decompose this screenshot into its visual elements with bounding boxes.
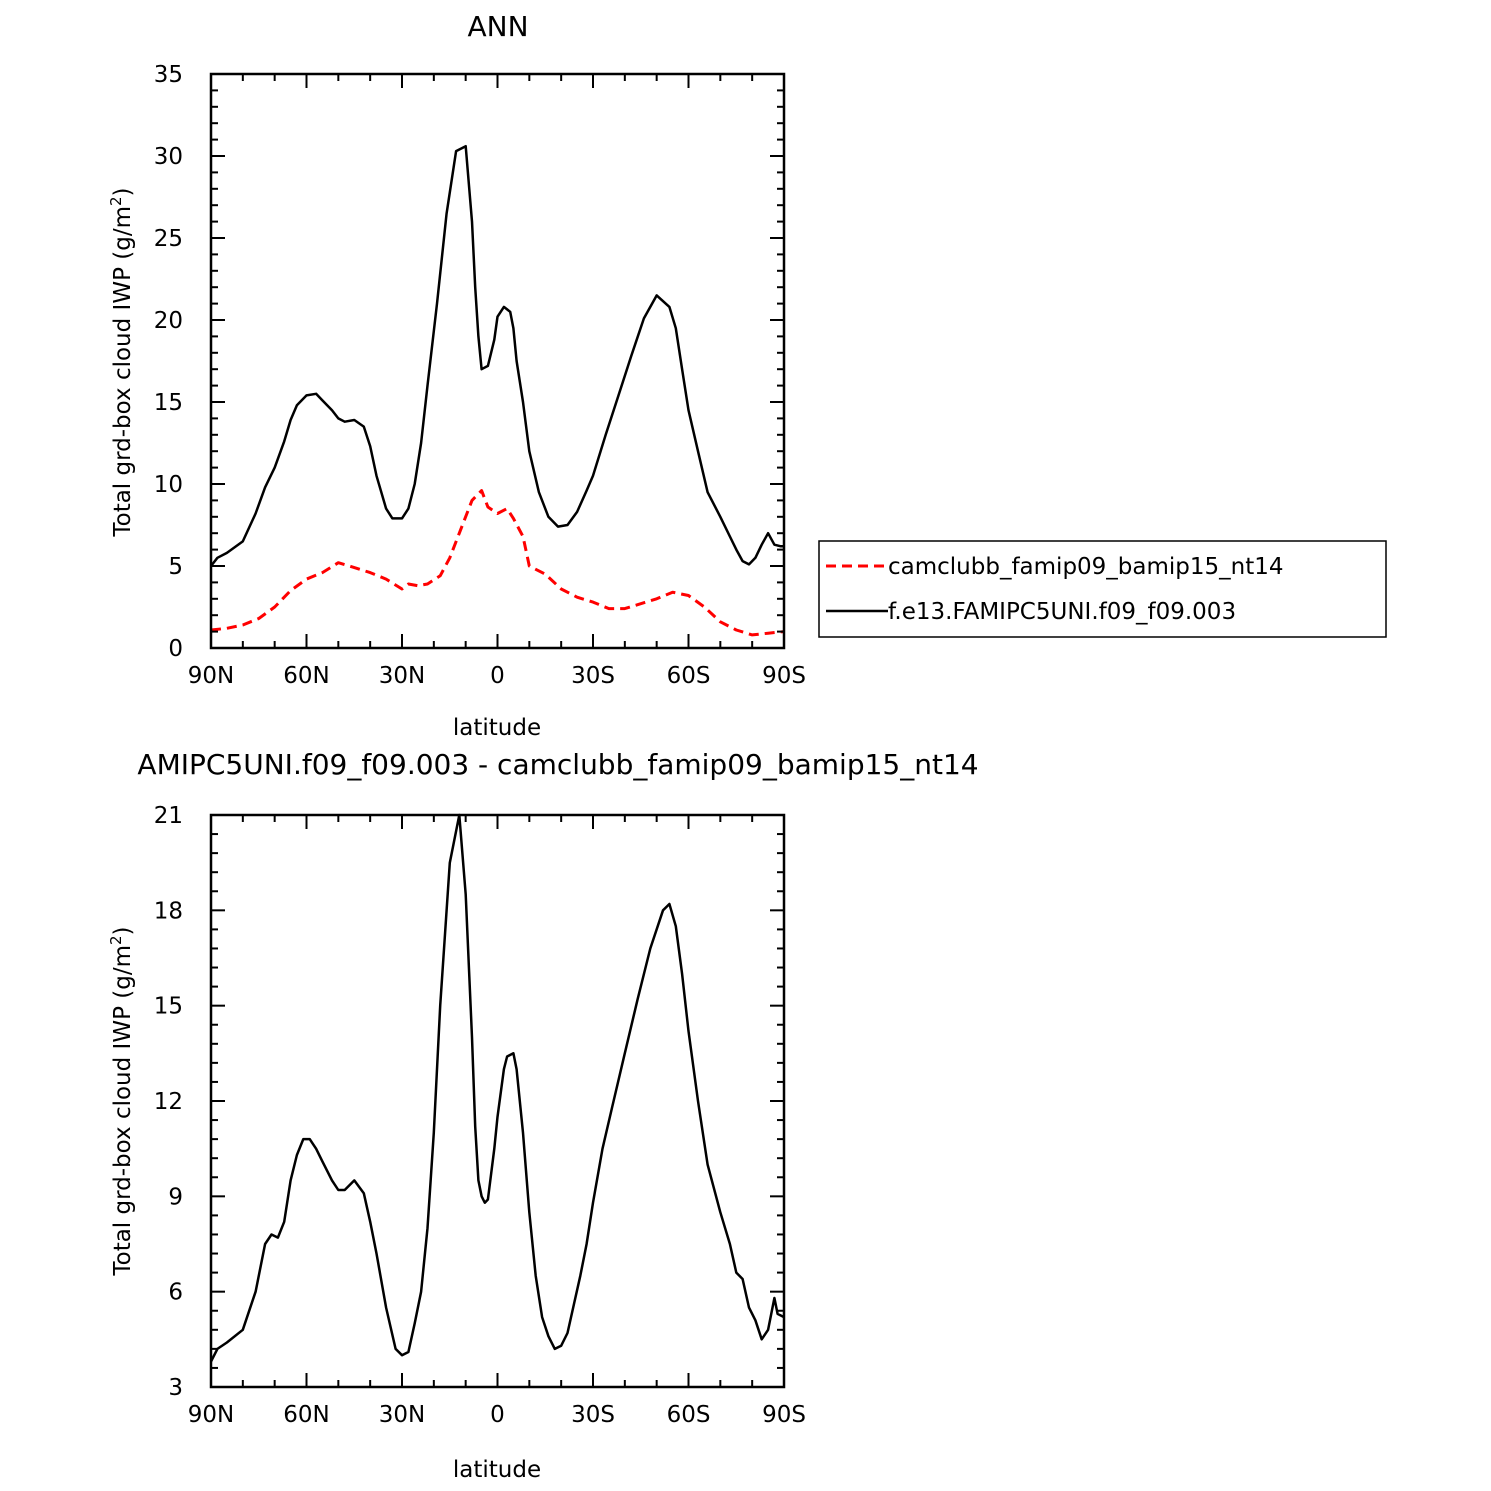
bottom-ytick-label: 21 [154,803,183,829]
top-series-0 [210,489,785,637]
bottom-panel-title: AMIPC5UNI.f09_f09.003 - camclubb_famip09… [137,748,978,781]
bottom-ytick-label: 6 [168,1280,183,1306]
bottom-ytick-label: 3 [168,1375,183,1401]
bottom-ytick-label: 18 [154,898,183,924]
top-panel: ANN 90N 60N 30N 0 30S 60S 90S 0 5 10 15 20 25 30 35 la… [107,10,1387,741]
legend-label-camclubb: camclubb_famip09_bamip15_nt14 [888,554,1284,580]
legend-box [818,540,1387,638]
top-panel-title: ANN [467,10,528,43]
bottom-panel: AMIPC5UNI.f09_f09.003 - camclubb_famip09… [107,748,979,1483]
top-ytick-label: 30 [154,144,183,170]
top-y-axis-label: Total grd-box cloud IWP (g/m2) [107,187,136,537]
top-xtick-label: 60S [667,663,711,689]
bottom-xtick-label: 30N [379,1402,425,1428]
bottom-xtick-label: 30S [571,1402,615,1428]
top-xtick-label: 90S [762,663,806,689]
top-xtick-label: 0 [490,663,505,689]
bottom-ytick-label: 15 [154,994,183,1020]
top-xtick-label: 30N [379,663,425,689]
legend-label-fe13: f.e13.FAMIPC5UNI.f09_f09.003 [888,599,1236,625]
bottom-ytick-label: 9 [168,1184,183,1210]
top-ytick-label: 10 [154,472,183,498]
top-ytick-label: 15 [154,390,183,416]
bottom-plot-area: 90N 60N 30N 0 30S 60S 90S 3 6 9 12 15 18 21 [154,803,806,1428]
top-ytick-label: 5 [168,554,183,580]
top-xtick-label: 30S [571,663,615,689]
top-plot-area: 90N 60N 30N 0 30S 60S 90S 0 5 10 15 20 25 30 35 [154,62,806,689]
bottom-y-axis-label: Total grd-box cloud IWP (g/m2) [107,926,136,1276]
top-xtick-label: 90N [188,663,234,689]
bottom-xtick-label: 60N [283,1402,329,1428]
top-ytick-label: 0 [168,636,183,662]
bottom-xtick-label: 90S [762,1402,806,1428]
bottom-x-axis-label: latitude [453,1457,541,1483]
top-plot-frame [209,72,786,650]
bottom-xtick-label: 60S [667,1402,711,1428]
top-xtick-label: 60N [283,663,329,689]
top-ytick-label: 35 [154,62,183,88]
top-series-1 [210,144,784,567]
bottom-series-0 [209,813,785,1363]
bottom-ytick-label: 12 [154,1089,183,1115]
bottom-xtick-label: 90N [188,1402,234,1428]
legend: camclubb_famip09_bamip15_nt14 f.e13.FAMI… [818,540,1387,638]
top-ytick-label: 25 [154,226,183,252]
top-x-axis-label: latitude [453,715,541,741]
bottom-xtick-label: 0 [490,1402,505,1428]
top-ytick-label: 20 [154,308,183,334]
